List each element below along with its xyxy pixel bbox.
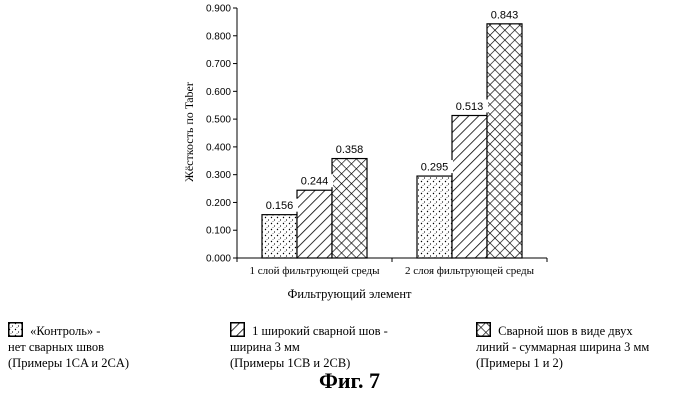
data-label: 0.358 <box>336 144 364 156</box>
data-label: 0.295 <box>421 162 449 174</box>
y-axis-title: Жёсткость по Taber <box>182 82 196 182</box>
bar-dots-1 <box>261 214 298 259</box>
data-label: 0.156 <box>266 200 294 212</box>
bar-chart: Жёсткость по Taber 0.0000.1000.2000.3000… <box>182 4 548 277</box>
data-label: 0.843 <box>491 9 519 21</box>
data-label: 0.513 <box>456 101 484 113</box>
hatch-swatch-icon <box>230 322 245 337</box>
crosshatch-swatch-icon <box>476 322 491 337</box>
bars <box>261 23 523 259</box>
data-labels: 0.156 0.244 0.358 0.295 0.513 0.843 <box>261 7 523 212</box>
x-tick-label: 2 слоя фильтрующей среды <box>405 265 535 277</box>
data-label-bg <box>486 7 523 21</box>
data-label-bg <box>296 174 333 188</box>
y-tick-label: 0.100 <box>206 226 231 237</box>
legend-item-two-line-seam: Сварной шов в виде двух линий - суммарна… <box>476 322 649 371</box>
y-tick-label: 0.800 <box>206 31 231 42</box>
y-tick-label: 0.600 <box>206 87 231 98</box>
legend-line: Сварной шов в виде двух <box>498 324 633 338</box>
dots-swatch-icon <box>8 322 23 337</box>
x-tick-label: 1 слой фильтрующей среды <box>250 265 381 277</box>
legend-item-wide-seam: 1 широкий сварной шов - ширина 3 мм (При… <box>230 322 388 371</box>
bar-crosshatch-1 <box>331 157 368 259</box>
x-axis-title: Фильтрующий элемент <box>287 287 412 301</box>
data-label-bg <box>331 142 368 156</box>
axes: 0.000 0.100 0.200 0.300 0.400 0.500 0.600 0.700… <box>206 4 548 277</box>
y-tick-label: 0.300 <box>206 170 231 181</box>
bar-hatch-1 <box>296 189 333 259</box>
y-tick-label: 0.500 <box>206 115 231 126</box>
y-tick-label: 0.200 <box>206 198 231 209</box>
legend-line: линий - суммарная ширина 3 мм <box>476 340 650 354</box>
legend-item-control: «Контроль» - нет сварных швов (Примеры 1… <box>8 322 129 371</box>
bar-crosshatch-2 <box>486 23 523 259</box>
data-label-bg <box>451 99 488 113</box>
y-tick-label: 0.400 <box>206 142 231 153</box>
data-label: 0.244 <box>301 176 329 188</box>
legend-line: (Примеры 1CA и 2CA) <box>8 356 130 370</box>
legend-line: нет сварных швов <box>8 340 104 354</box>
data-label-bg <box>416 160 453 174</box>
bar-dots-2 <box>416 175 453 259</box>
legend-line: ширина 3 мм <box>230 340 300 354</box>
legend-line: 1 широкий сварной шов - <box>252 324 388 338</box>
y-tick-label: 0.700 <box>206 59 231 70</box>
y-tick-label: 0.000 <box>206 254 231 265</box>
data-label-bg <box>261 198 298 212</box>
y-tick-label: 0.900 <box>206 4 231 15</box>
figure-caption: Фиг. 7 <box>318 368 381 393</box>
legend-line: «Контроль» - <box>30 324 101 338</box>
legend-line: (Примеры 1 и 2) <box>476 356 563 370</box>
bar-hatch-2 <box>451 114 488 259</box>
legend-line: (Примеры 1CB и 2CB) <box>230 356 351 370</box>
